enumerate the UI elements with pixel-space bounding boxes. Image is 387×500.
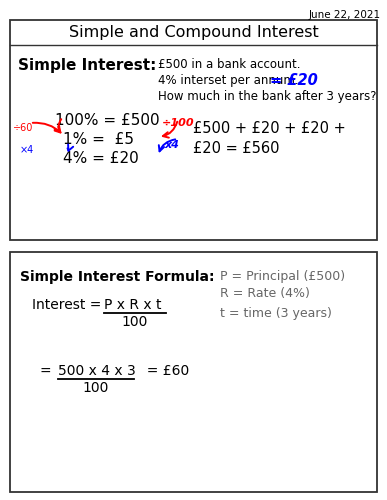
Text: P x R x t: P x R x t <box>104 298 161 312</box>
Text: ×4: ×4 <box>20 145 34 155</box>
Text: =: = <box>40 364 56 378</box>
Text: £20 = £560: £20 = £560 <box>193 141 279 156</box>
Text: 500 x 4 x 3: 500 x 4 x 3 <box>58 364 136 378</box>
Text: = £20: = £20 <box>270 73 318 88</box>
Text: Interest =: Interest = <box>32 298 106 312</box>
Text: t = time (3 years): t = time (3 years) <box>220 307 332 320</box>
Text: Simple and Compound Interest: Simple and Compound Interest <box>68 26 319 40</box>
Text: How much in the bank after 3 years?: How much in the bank after 3 years? <box>158 90 377 103</box>
Text: ÷100: ÷100 <box>162 118 195 128</box>
Text: = £60: = £60 <box>138 364 189 378</box>
Text: 1% =  £5: 1% = £5 <box>63 132 134 147</box>
Text: 100: 100 <box>122 315 148 329</box>
Text: 100% = £500: 100% = £500 <box>55 113 159 128</box>
Text: Simple Interest:: Simple Interest: <box>18 58 156 73</box>
Text: June 22, 2021: June 22, 2021 <box>309 10 381 20</box>
Text: ÷60: ÷60 <box>13 123 33 133</box>
Text: 4% = £20: 4% = £20 <box>63 151 139 166</box>
Text: Simple Interest Formula:: Simple Interest Formula: <box>20 270 214 284</box>
Text: 100: 100 <box>83 381 109 395</box>
Bar <box>10 20 377 240</box>
Text: £500 + £20 + £20 +: £500 + £20 + £20 + <box>193 121 346 136</box>
Text: 4% interset per annum.: 4% interset per annum. <box>158 74 299 87</box>
Bar <box>10 252 377 492</box>
Text: P = Principal (£500): P = Principal (£500) <box>220 270 345 283</box>
Text: R = Rate (4%): R = Rate (4%) <box>220 287 310 300</box>
Text: x4: x4 <box>164 140 179 150</box>
Text: £500 in a bank account.: £500 in a bank account. <box>158 58 300 71</box>
